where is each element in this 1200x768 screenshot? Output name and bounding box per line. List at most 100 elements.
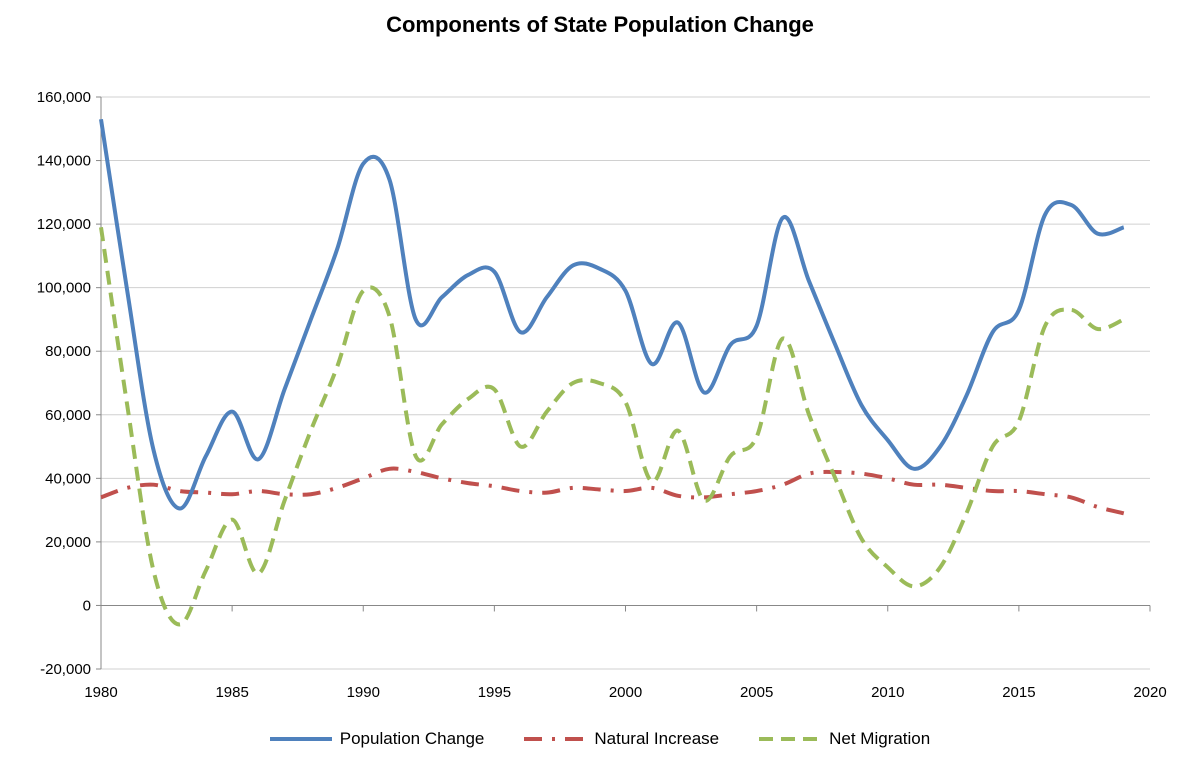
data-point — [990, 489, 995, 494]
y-tick-label: 40,000 — [45, 470, 91, 487]
data-point — [99, 495, 104, 500]
data-point — [151, 568, 156, 573]
data-point — [256, 571, 261, 576]
data-point — [807, 471, 812, 476]
data-point — [230, 492, 235, 497]
data-point — [623, 489, 628, 494]
data-point — [361, 476, 366, 481]
data-point — [387, 466, 392, 471]
x-tick-label: 1985 — [215, 684, 248, 701]
data-point — [256, 489, 261, 494]
data-point — [597, 381, 602, 386]
data-point — [544, 409, 549, 414]
series-line-population-change — [99, 118, 1125, 511]
x-tick-label: 1980 — [84, 684, 117, 701]
data-point — [361, 161, 366, 166]
x-tick-label: 2005 — [740, 684, 773, 701]
data-point — [177, 489, 182, 494]
legend-label: Natural Increase — [594, 729, 720, 748]
data-point — [990, 330, 995, 335]
data-point — [859, 471, 864, 476]
data-point — [938, 565, 943, 570]
data-point — [361, 288, 366, 293]
data-point — [125, 288, 130, 293]
y-tick-label: 0 — [83, 597, 91, 614]
data-point — [203, 568, 208, 573]
data-point — [439, 422, 444, 427]
data-point — [780, 336, 785, 341]
data-point — [911, 482, 916, 487]
data-point — [151, 482, 156, 487]
data-point — [675, 493, 680, 498]
data-point — [702, 498, 707, 503]
data-point — [151, 447, 156, 452]
data-point — [1095, 326, 1100, 331]
legend-item: Population Change — [269, 729, 485, 749]
x-tick-label: 2020 — [1133, 684, 1166, 701]
data-point — [990, 444, 995, 449]
series-line-natural-increase — [100, 466, 1125, 516]
data-point — [571, 485, 576, 490]
data-point — [649, 479, 654, 484]
data-point — [649, 485, 654, 490]
data-point — [282, 498, 287, 503]
data-point — [466, 396, 471, 401]
data-point — [807, 412, 812, 417]
data-point — [649, 361, 654, 366]
legend-swatch — [759, 737, 822, 741]
data-point — [754, 435, 759, 440]
data-point — [308, 492, 313, 497]
data-point — [1121, 225, 1126, 230]
legend-label: Population Change — [339, 729, 485, 748]
data-point — [885, 438, 890, 443]
data-point — [1016, 489, 1021, 494]
x-tick-label: 2010 — [871, 684, 904, 701]
data-point — [754, 323, 759, 328]
x-tick-label: 1995 — [478, 684, 511, 701]
data-point — [518, 444, 523, 449]
data-point — [492, 387, 497, 392]
data-point — [413, 469, 418, 474]
y-tick-label: 160,000 — [37, 89, 91, 106]
data-point — [728, 454, 733, 459]
data-point — [938, 482, 943, 487]
data-point — [99, 225, 104, 230]
data-point — [413, 454, 418, 459]
data-point — [1069, 307, 1074, 312]
data-point — [256, 457, 261, 462]
data-point — [1069, 495, 1074, 500]
data-point — [230, 517, 235, 522]
legend-item: Net Migration — [759, 729, 930, 749]
data-point — [177, 622, 182, 627]
data-point — [780, 215, 785, 220]
data-point — [938, 444, 943, 449]
data-point — [597, 487, 602, 492]
data-point — [413, 317, 418, 322]
data-point — [964, 485, 969, 490]
data-point — [335, 485, 340, 490]
data-point — [597, 266, 602, 271]
data-point — [308, 428, 313, 433]
data-point — [885, 476, 890, 481]
data-point — [466, 481, 471, 486]
data-point — [1016, 307, 1021, 312]
data-point — [308, 317, 313, 322]
data-point — [1043, 323, 1048, 328]
data-point — [466, 272, 471, 277]
data-point — [1069, 203, 1074, 208]
data-point — [544, 295, 549, 300]
data-point — [387, 314, 392, 319]
data-point — [492, 484, 497, 489]
data-point — [911, 584, 916, 589]
data-point — [780, 482, 785, 487]
y-tick-label: 20,000 — [45, 534, 91, 551]
data-point — [754, 489, 759, 494]
y-tick-label: 100,000 — [37, 280, 91, 297]
legend-label: Net Migration — [829, 729, 931, 748]
data-point — [544, 490, 549, 495]
data-point — [518, 489, 523, 494]
data-point — [623, 288, 628, 293]
legend-item: Natural Increase — [524, 729, 719, 749]
data-point — [99, 117, 104, 122]
legend-swatch — [269, 737, 332, 741]
